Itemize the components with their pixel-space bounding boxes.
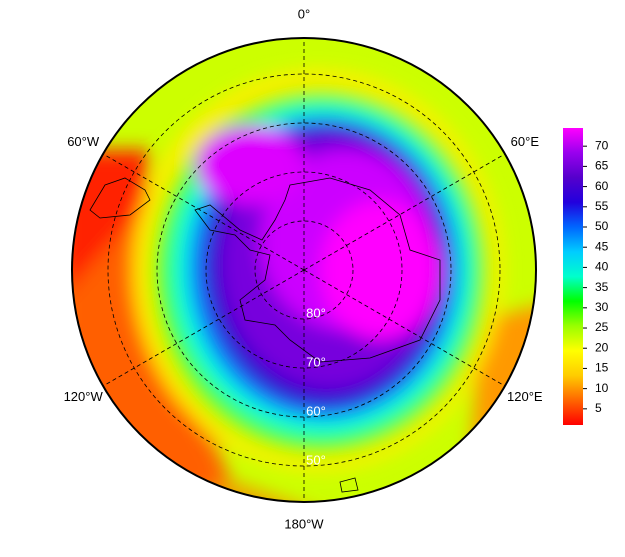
colorbar-tick-label: 45 (595, 239, 609, 253)
meridian (102, 153, 305, 271)
longitude-label: 0° (298, 6, 310, 21)
colorbar-tick-label: 30 (595, 300, 609, 314)
longitude-label: 60°E (511, 134, 540, 149)
colorbar-tick-label: 60 (595, 179, 609, 193)
colorbar-tick-label: 35 (595, 280, 609, 294)
longitude-label: 120°E (507, 389, 543, 404)
parallel (107, 73, 501, 467)
colorbar-tick-label: 50 (595, 219, 609, 233)
meridian (303, 269, 506, 387)
colorbar-tick-label: 15 (595, 361, 609, 375)
parallel (156, 122, 452, 418)
colorbar-tick-label: 40 (595, 260, 609, 274)
parallel (205, 171, 403, 369)
meridian (303, 153, 506, 271)
parallel (254, 220, 354, 320)
south-america-outline (89, 177, 151, 219)
latitude-label: 50° (306, 452, 326, 467)
colorbar (563, 128, 583, 425)
antarctica-outline (194, 177, 441, 363)
latitude-label: 80° (306, 305, 326, 320)
colorbar-tick-label: 5 (595, 401, 602, 415)
colorbar-tick-label: 65 (595, 159, 609, 173)
colorbar-tick-label: 20 (595, 340, 609, 354)
colorbar-tick-label: 25 (595, 320, 609, 334)
map-border (71, 37, 537, 503)
ozone-field (72, 38, 536, 502)
new-zealand-outline (339, 477, 359, 493)
latitude-label: 60° (306, 403, 326, 418)
longitude-label: 180°W (284, 516, 324, 531)
longitude-label: 120°W (64, 389, 104, 404)
longitude-label: 60°W (67, 134, 100, 149)
colorbar-tick-label: 55 (595, 199, 609, 213)
latitude-label: 70° (306, 354, 326, 369)
meridian (102, 269, 305, 387)
graticule (102, 38, 506, 502)
colorbar-tick-label: 10 (595, 381, 609, 395)
colorbar-tick-label: 70 (595, 138, 609, 152)
